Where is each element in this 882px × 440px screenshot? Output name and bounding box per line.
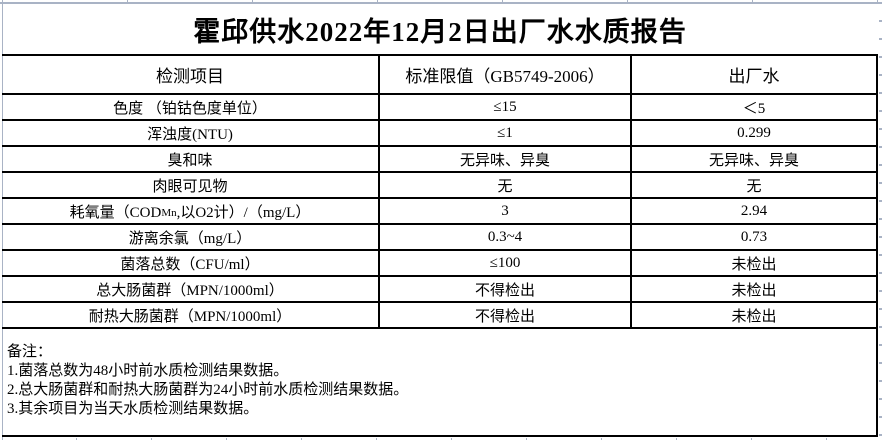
row-limit-value: ≤100 <box>378 251 630 275</box>
notes-label: 备注： <box>7 344 53 360</box>
water-quality-table: 检测项目 标准限值（GB5749-2006） 出厂水 色度 （铂钴色度单位） ≤… <box>2 54 878 329</box>
sheet-gridline-top-ticks <box>2 0 882 3</box>
row-item-label: 游离余氯（mg/L） <box>128 230 252 247</box>
row-item-label: 耐热大肠菌群（MPN/1000ml） <box>88 308 292 325</box>
row-item-label: 菌落总数（CFU/ml） <box>120 256 260 273</box>
note-line-1: 1.菌落总数为48小时前水质检测结果数据。 <box>7 363 289 379</box>
report-title: 霍邱供水2022年12月2日出厂水水质报告 <box>193 16 687 47</box>
table-row-total-coliform: 总大肠菌群（MPN/1000ml） 不得检出 未检出 <box>2 277 876 303</box>
cod-label-subscript: Mn <box>161 207 177 219</box>
table-row-oxygen-consumption: 耗氧量（COD Mn ,以O2计）/（mg/L） 3 2.94 <box>2 199 876 225</box>
sheet-gridline-top <box>0 2 882 4</box>
row-limit-value: 无异味、异臭 <box>378 147 630 171</box>
row-result-value: 无 <box>630 173 876 197</box>
table-row-turbidity: 浑浊度(NTU) ≤1 0.299 <box>2 121 876 147</box>
row-item-label: 耗氧量（COD Mn ,以O2计）/（mg/L） <box>2 199 378 223</box>
row-limit-value: 不得检出 <box>378 303 630 327</box>
header-standard-limit: 标准限值（GB5749-2006） <box>378 56 630 93</box>
table-row-free-chlorine: 游离余氯（mg/L） 0.3~4 0.73 <box>2 225 876 251</box>
row-limit-value: 3 <box>378 199 630 223</box>
cod-label-prefix: 耗氧量（COD <box>69 204 162 221</box>
row-limit-value: 0.3~4 <box>378 225 630 249</box>
table-row-visible-matter: 肉眼可见物 无 无 <box>2 173 876 199</box>
row-result-value: 0.299 <box>630 121 876 145</box>
row-item-label: 色度 （铂钴色度单位） <box>113 100 267 117</box>
table-header-row: 检测项目 标准限值（GB5749-2006） 出厂水 <box>2 56 876 95</box>
notes-box: 备注： 1.菌落总数为48小时前水质检测结果数据。 2.总大肠菌群和耐热大肠菌群… <box>2 329 878 437</box>
row-result-value: 未检出 <box>630 277 876 301</box>
note-line-3: 3.其余项目为当天水质检测结果数据。 <box>7 401 259 417</box>
row-result-value: 未检出 <box>630 303 876 327</box>
table-row-odor-taste: 臭和味 无异味、异臭 无异味、异臭 <box>2 147 876 173</box>
header-test-item: 检测项目 <box>156 67 224 86</box>
row-item-label: 肉眼可见物 <box>152 178 228 195</box>
row-limit-value: 不得检出 <box>378 277 630 301</box>
row-item-label: 浑浊度(NTU) <box>147 126 233 143</box>
table-row-colony-count: 菌落总数（CFU/ml） ≤100 未检出 <box>2 251 876 277</box>
row-limit-value: 无 <box>378 173 630 197</box>
row-limit-value: ≤1 <box>378 121 630 145</box>
note-line-2: 2.总大肠菌群和耐热大肠菌群为24小时前水质检测结果数据。 <box>7 382 409 398</box>
row-item-label: 总大肠菌群（MPN/1000ml） <box>96 282 284 299</box>
row-result-value: 无异味、异臭 <box>630 147 876 171</box>
row-result-value: ＜5 <box>630 95 876 119</box>
row-item-label: 臭和味 <box>167 152 213 169</box>
row-result-value: 未检出 <box>630 251 876 275</box>
row-result-value: 2.94 <box>630 199 876 223</box>
header-outgoing-water: 出厂水 <box>630 56 876 93</box>
sheet-gridline-bottom-ticks <box>76 438 882 440</box>
sheet-gridline-right-stubs <box>879 4 882 437</box>
sheet-gridline-left <box>2 2 3 440</box>
row-result-value: 0.73 <box>630 225 876 249</box>
table-row-heat-resistant-coliform: 耐热大肠菌群（MPN/1000ml） 不得检出 未检出 <box>2 303 876 329</box>
row-limit-value: ≤15 <box>378 95 630 119</box>
table-row-chroma: 色度 （铂钴色度单位） ≤15 ＜5 <box>2 95 876 121</box>
cod-label-suffix: ,以O2计）/（mg/L） <box>176 204 311 221</box>
